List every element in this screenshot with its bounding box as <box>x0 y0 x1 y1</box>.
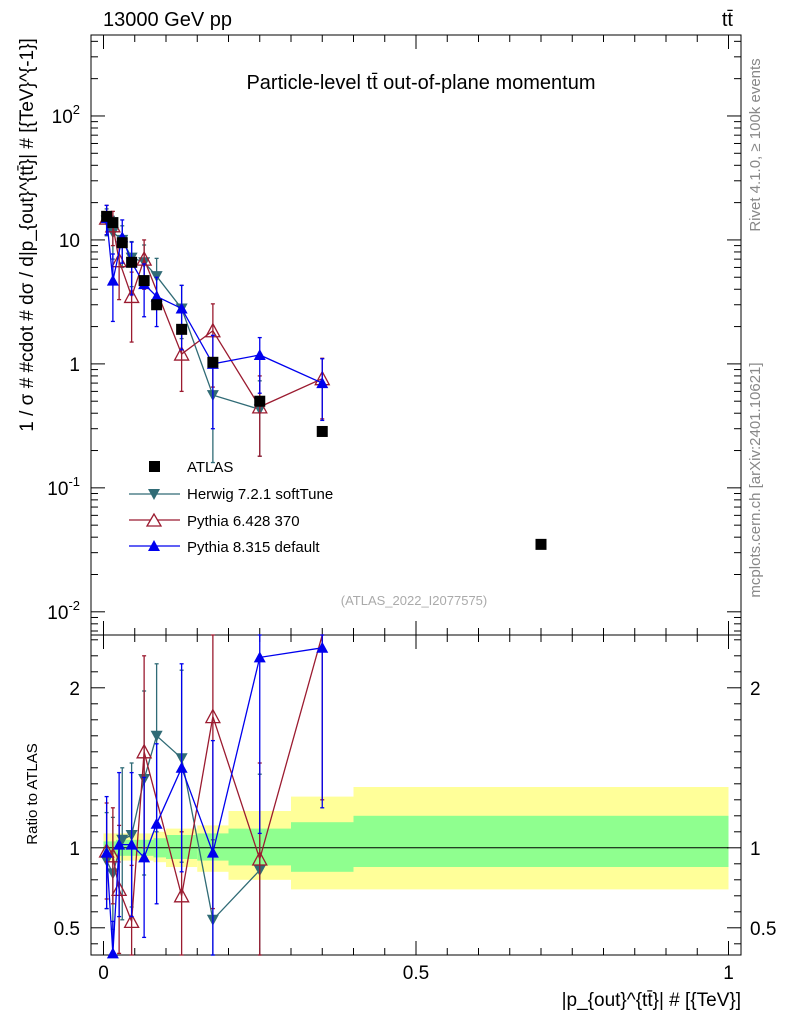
legend-entry-atlas: ATLAS <box>149 459 233 476</box>
mcplots-label: mcplots.cern.ch [arXiv:2401.10621] <box>747 362 764 597</box>
series-line <box>105 647 323 954</box>
legend-marker-herwig <box>148 489 160 500</box>
ratio-y-tick-label-right: 1 <box>750 839 761 860</box>
series-pythia-6-428-370 <box>98 634 325 956</box>
data-point <box>204 708 221 724</box>
data-point <box>253 651 266 663</box>
data-point <box>150 290 163 302</box>
rivet-label: Rivet 4.1.0, ≥ 100k events <box>747 58 764 231</box>
data-point <box>101 210 113 222</box>
ratio-y-tick-label-left: 2 <box>69 679 80 700</box>
main-y-tick-label: 10 <box>59 231 80 252</box>
data-point <box>116 237 128 249</box>
x-tick-label: 0 <box>98 963 109 984</box>
data-point <box>106 274 119 286</box>
ratio-inner-band-bin <box>291 822 354 872</box>
data-point <box>125 838 138 850</box>
data-point <box>173 345 190 361</box>
data-point <box>254 395 266 407</box>
series-atlas <box>101 210 547 550</box>
legend-entry-pythia6: Pythia 6.428 370 <box>129 512 300 530</box>
data-point <box>175 761 188 773</box>
data-point <box>206 846 219 858</box>
ratio-y-tick-label-right: 0.5 <box>750 919 776 940</box>
ratio-y-tick-label-left: 1 <box>69 839 80 860</box>
data-point <box>150 817 163 829</box>
data-point <box>175 302 188 314</box>
legend-entry-herwig: Herwig 7.2.1 softTune <box>129 486 333 503</box>
header-process: tt̄ <box>722 9 734 31</box>
series-herwig-7-2-1-softtune <box>100 663 266 956</box>
data-point <box>106 947 119 959</box>
data-point <box>136 743 153 759</box>
legend: ATLAS Herwig 7.2.1 softTune Pythia 6.428… <box>129 459 333 556</box>
main-ylabel: 1 / σ # #cdot # dσ / d|p_{out}^{tt̄}| # … <box>17 38 38 431</box>
x-tick-label: 1 <box>723 963 734 984</box>
ratio-series-layer <box>98 634 329 959</box>
data-point <box>138 275 150 287</box>
ratio-y-tick-label-left: 0.5 <box>54 919 80 940</box>
xlabel: |p_{out}^{tt̄}| # [{TeV}] <box>562 990 741 1011</box>
legend-label-pythia8: Pythia 8.315 default <box>187 539 320 556</box>
legend-marker-pythia8 <box>148 540 160 551</box>
data-point <box>316 641 329 653</box>
ratio-axis-ticks: 0.5 0.5 1 1 2 2 <box>54 639 776 945</box>
header-energy: 13000 GeV pp <box>103 9 232 31</box>
main-series-layer <box>98 204 547 550</box>
data-point <box>253 348 266 360</box>
series-pythia-8-315-default <box>100 634 329 959</box>
legend-label-atlas: ATLAS <box>187 459 233 476</box>
data-point <box>138 851 151 863</box>
main-y-tick-label: 10-1 <box>47 474 80 500</box>
data-point <box>150 730 163 742</box>
data-point <box>535 538 547 550</box>
x-tick-label: 0.5 <box>403 963 429 984</box>
data-point <box>316 425 328 437</box>
ratio-ylabel: Ratio to ATLAS <box>24 743 41 844</box>
legend-entry-pythia8: Pythia 8.315 default <box>129 539 320 556</box>
ratio-y-tick-label-right: 2 <box>750 679 761 700</box>
data-point <box>316 377 329 389</box>
data-point <box>113 838 126 850</box>
series-line <box>106 634 323 922</box>
chart-title: Particle-level tt̄ out-of-plane momentum <box>246 72 595 94</box>
legend-label-herwig: Herwig 7.2.1 softTune <box>187 486 333 503</box>
data-point <box>107 217 119 229</box>
ratio-inner-band-bin <box>353 815 729 867</box>
main-y-tick-label: 1 <box>69 355 80 376</box>
data-point <box>123 288 140 304</box>
data-point <box>207 356 219 368</box>
main-y-tick-label: 10-2 <box>47 598 80 624</box>
analysis-watermark: (ATLAS_2022_I2077575) <box>341 593 487 608</box>
data-point <box>123 913 140 929</box>
legend-marker-pythia6 <box>145 512 163 527</box>
data-point <box>151 299 163 311</box>
series-line <box>106 220 260 410</box>
main-y-tick-label: 102 <box>52 102 80 128</box>
series-line <box>105 218 323 384</box>
main-axis-ticks: 10-2 10-1 1 10 102 0 0.5 1 <box>47 35 741 984</box>
legend-marker-atlas <box>149 461 160 472</box>
data-point <box>100 846 113 858</box>
series-pythia-6-428-370 <box>98 204 331 457</box>
data-point <box>251 850 268 866</box>
data-point <box>173 887 190 903</box>
data-point <box>126 256 138 268</box>
data-point <box>176 323 188 335</box>
series-line <box>106 217 323 408</box>
legend-label-pythia6: Pythia 6.428 370 <box>187 513 300 530</box>
